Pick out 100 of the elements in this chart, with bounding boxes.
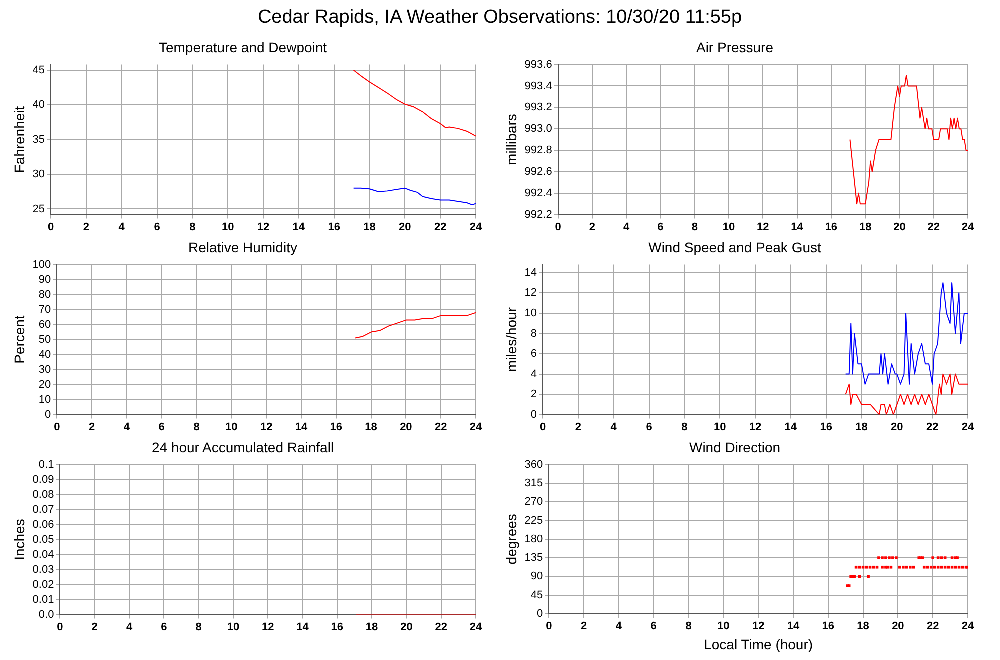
y-tick-label: 993.2 — [524, 102, 552, 114]
chart-title: Temperature and Dewpoint — [158, 39, 328, 56]
y-tick-label: 0.06 — [32, 518, 54, 531]
y-tick-label: 0.01 — [32, 594, 54, 606]
x-tick-label: 16 — [328, 221, 340, 234]
y-tick-label: 270 — [524, 496, 544, 508]
x-tick-label: 0 — [57, 621, 64, 634]
chart-title: Air Pressure — [696, 39, 774, 56]
x-tick-label: 22 — [926, 620, 940, 633]
x-tick-label: 18 — [857, 620, 870, 633]
x-tick-label: 14 — [295, 421, 308, 434]
y-tick-label: 35 — [32, 134, 46, 146]
x-tick-label: 18 — [859, 221, 872, 234]
x-tick-label: 10 — [722, 221, 736, 234]
x-tick-label: 24 — [962, 421, 975, 434]
x-tick-label: 14 — [787, 620, 800, 633]
y-tick-label: 14 — [524, 266, 538, 279]
y-tick-label: 10 — [38, 394, 52, 406]
x-tick-label: 18 — [366, 621, 378, 634]
x-tick-label: 24 — [962, 221, 975, 234]
x-tick-label: 6 — [650, 620, 657, 633]
x-tick-label: 14 — [791, 221, 804, 234]
x-tick-label: 22 — [434, 421, 448, 434]
y-tick-label: 4 — [530, 368, 538, 380]
x-tick-label: 16 — [330, 421, 343, 434]
y-tick-label: 50 — [38, 334, 52, 346]
x-tick-label: 20 — [892, 620, 904, 633]
y-tick-label: 360 — [524, 458, 544, 471]
x-tick-label: 24 — [470, 621, 483, 634]
y-tick-label: 90 — [38, 274, 52, 286]
x-tick-label: 16 — [822, 620, 835, 633]
x-tick-label: 6 — [154, 221, 160, 234]
x-tick-label: 6 — [658, 221, 664, 234]
x-tick-label: 2 — [580, 620, 588, 633]
chart-title: Wind Speed and Peak Gust — [648, 239, 822, 256]
y-tick-label: 100 — [32, 258, 52, 271]
x-tick-label: 24 — [470, 421, 483, 434]
x-tick-label: 10 — [714, 421, 726, 434]
x-tick-label: 16 — [825, 221, 838, 234]
y-axis-title: Fahrenheit — [11, 106, 28, 174]
x-tick-label: 4 — [610, 421, 618, 434]
x-tick-label: 6 — [646, 421, 652, 434]
x-tick-label: 14 — [292, 221, 306, 234]
y-tick-label: 992.8 — [524, 144, 552, 157]
y-tick-label: 315 — [524, 477, 544, 490]
x-tick-label: 2 — [83, 221, 90, 234]
y-tick-label: 45 — [32, 64, 46, 76]
y-tick-label: 40 — [38, 348, 52, 361]
y-tick-label: 0 — [537, 608, 544, 620]
x-tick-label: 4 — [126, 621, 134, 634]
x-tick-label: 4 — [118, 221, 126, 234]
x-tick-label: 22 — [928, 221, 940, 234]
y-tick-label: 993.0 — [524, 123, 552, 136]
x-axis-title: Local Time (hour) — [704, 636, 814, 652]
y-tick-label: 2 — [530, 388, 538, 401]
x-tick-label: 4 — [124, 421, 131, 434]
y-tick-label: 80 — [38, 288, 52, 301]
y-tick-label: 90 — [530, 570, 544, 583]
x-tick-label: 8 — [190, 221, 196, 234]
x-tick-label: 8 — [194, 421, 200, 434]
chart-title: 24 hour Accumulated Rainfall — [152, 439, 334, 456]
x-tick-label: 20 — [400, 421, 412, 434]
x-tick-label: 6 — [158, 421, 165, 434]
y-tick-label: 25 — [32, 203, 46, 216]
x-tick-label: 10 — [226, 421, 238, 434]
chart-title: Wind Direction — [689, 439, 781, 456]
x-tick-label: 12 — [262, 621, 274, 634]
x-tick-label: 10 — [227, 621, 240, 634]
x-tick-label: 2 — [92, 621, 98, 634]
y-tick-label: 45 — [530, 589, 544, 602]
y-tick-label: 30 — [38, 364, 52, 376]
y-tick-label: 0 — [45, 408, 52, 421]
y-tick-label: 0.0 — [38, 608, 54, 621]
x-tick-label: 10 — [222, 221, 234, 234]
y-tick-label: 0.1 — [38, 458, 54, 471]
x-tick-label: 18 — [365, 421, 378, 434]
y-tick-label: 20 — [38, 378, 52, 391]
text: Cedar Rapids, IA Weather Observations: 10/30/20 11:55p — [256, 6, 744, 30]
y-tick-label: 992.6 — [524, 166, 552, 178]
y-tick-label: 10 — [524, 307, 538, 320]
x-tick-label: 22 — [434, 221, 447, 234]
y-tick-label: 12 — [524, 287, 538, 300]
x-tick-label: 16 — [820, 421, 832, 434]
y-tick-label: 993.4 — [524, 80, 552, 92]
y-tick-label: 180 — [524, 533, 544, 546]
y-tick-label: 992.2 — [524, 208, 552, 221]
x-tick-label: 8 — [686, 620, 692, 633]
x-tick-label: 4 — [616, 620, 623, 633]
y-tick-label: 0 — [530, 408, 538, 421]
x-tick-label: 8 — [692, 221, 698, 234]
x-tick-label: 12 — [752, 620, 765, 633]
x-tick-label: 24 — [962, 620, 975, 633]
x-tick-label: 2 — [589, 221, 596, 234]
y-tick-label: 6 — [530, 348, 538, 360]
x-tick-label: 16 — [331, 621, 344, 634]
y-tick-label: 30 — [32, 168, 46, 181]
y-tick-label: 40 — [32, 99, 46, 112]
y-tick-label: 225 — [524, 514, 544, 527]
x-tick-label: 8 — [196, 621, 202, 634]
x-tick-label: 2 — [88, 421, 96, 434]
